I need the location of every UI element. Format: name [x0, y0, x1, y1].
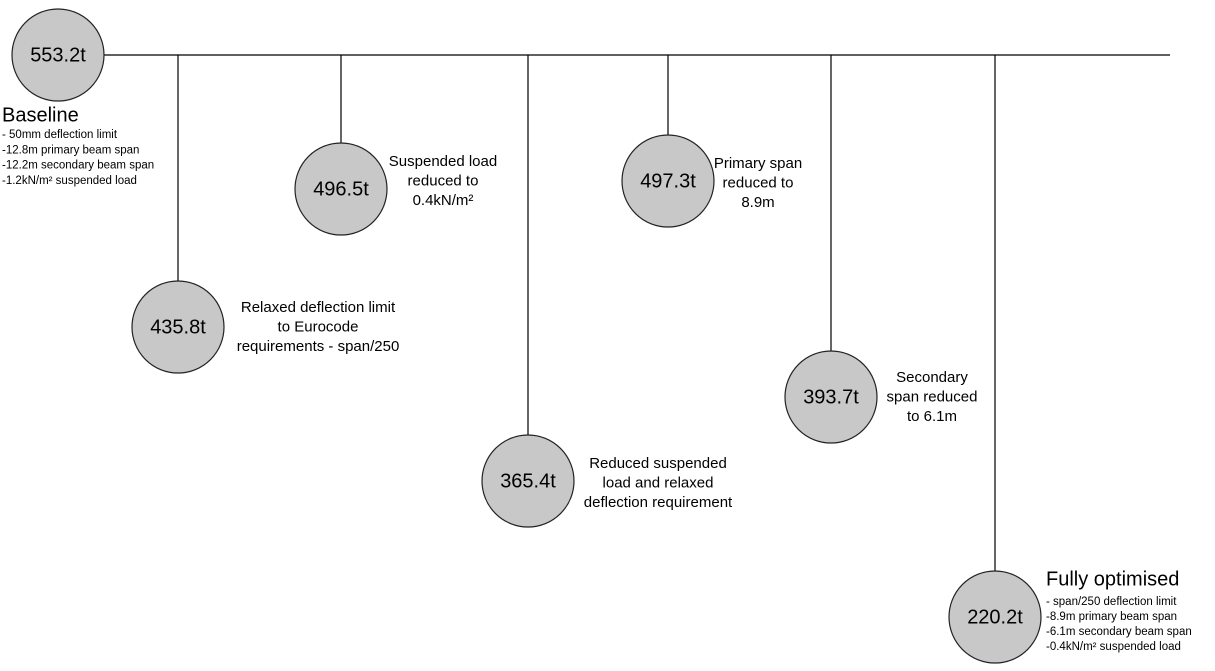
node-description: Primary span: [714, 155, 802, 172]
node-circle: [481, 434, 575, 528]
node-title: Fully optimised: [1046, 568, 1179, 590]
node-value: 393.7t: [803, 386, 859, 408]
node-description: deflection requirement: [584, 494, 733, 511]
node-value: 435.8t: [150, 316, 206, 338]
node-value: 220.2t: [967, 606, 1023, 628]
node-value: 553.2t: [30, 44, 86, 66]
node-description: to 6.1m: [907, 408, 957, 425]
node-description: reduced to: [723, 174, 794, 191]
node-description: requirements - span/250: [237, 338, 400, 355]
node-circle: [621, 134, 715, 228]
node-description: to Eurocode: [278, 318, 359, 335]
node-description: Suspended load: [389, 153, 497, 170]
node-circle: [784, 350, 878, 444]
node-value: 496.5t: [313, 178, 369, 200]
node-note: - span/250 deflection limit: [1046, 596, 1177, 608]
node-description: 0.4kN/m²: [413, 192, 474, 209]
node-value: 365.4t: [500, 470, 556, 492]
node-description: 8.9m: [741, 194, 774, 211]
node-note: - 50mm deflection limit: [2, 129, 118, 141]
node-value: 497.3t: [640, 170, 696, 192]
node-note: -12.8m primary beam span: [2, 144, 139, 156]
node-description: Reduced suspended: [589, 455, 727, 472]
node-note: -1.2kN/m² suspended load: [2, 175, 137, 187]
node-circle: [294, 142, 388, 236]
node-title: Baseline: [2, 104, 79, 126]
node-note: -8.9m primary beam span: [1046, 611, 1177, 623]
nodes: 553.2t Baseline - 50mm deflection limit -12…: [2, 8, 1192, 664]
node-note: -6.1m secondary beam span: [1046, 626, 1192, 638]
node-note: -0.4kN/m² suspended load: [1046, 641, 1181, 653]
node-description: reduced to: [408, 172, 479, 189]
node-circle: [131, 280, 225, 374]
node-circle: [948, 570, 1042, 664]
node-circle: [11, 8, 105, 102]
node-description: span reduced: [887, 388, 978, 405]
node-description: Relaxed deflection limit: [241, 299, 396, 316]
node-note: -12.2m secondary beam span: [2, 160, 154, 172]
node-description: load and relaxed: [603, 474, 714, 491]
node-description: Secondary: [896, 369, 968, 386]
